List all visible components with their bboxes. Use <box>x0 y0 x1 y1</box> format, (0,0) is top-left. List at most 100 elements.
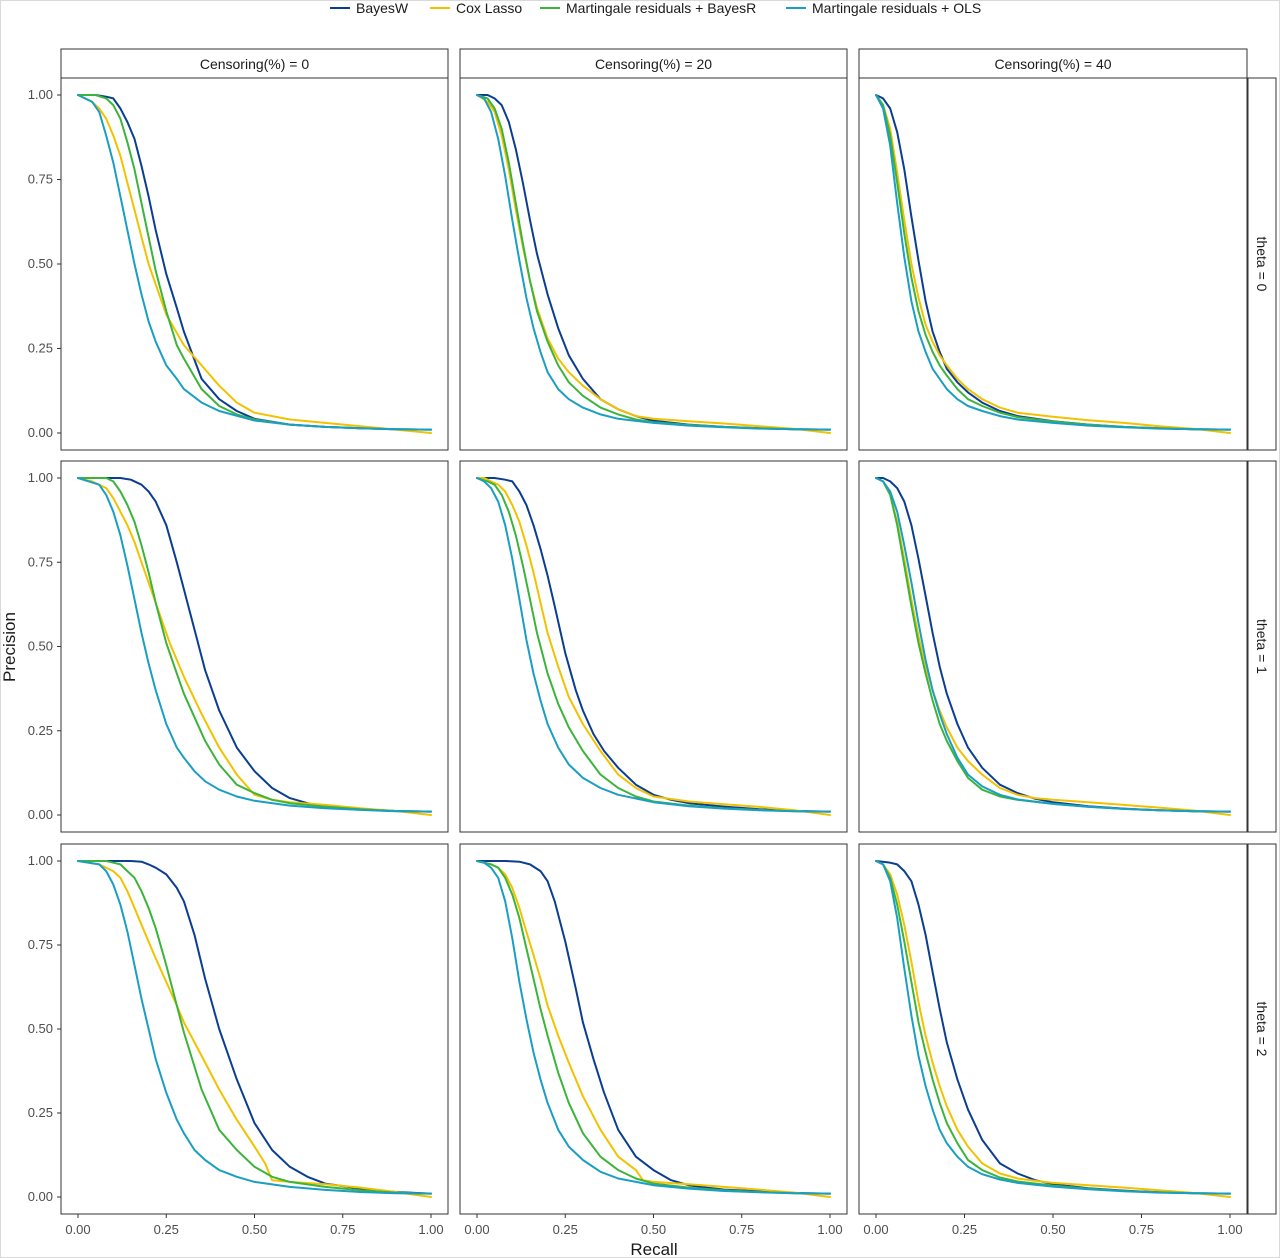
x-tick-label: 0.00 <box>65 1222 90 1237</box>
column-strip-label: Censoring(%) = 20 <box>595 56 712 72</box>
series-line <box>476 860 831 1195</box>
row-strip: theta = 1 <box>1247 460 1277 833</box>
panel-background <box>858 77 1248 451</box>
series-line <box>875 860 1231 1195</box>
x-tick-label: 0.25 <box>553 1222 578 1237</box>
facet-panel <box>459 460 848 833</box>
y-tick-label: 0.75 <box>28 554 53 569</box>
column-strip: Censoring(%) = 20 <box>459 48 848 79</box>
row-strip: theta = 2 <box>1247 843 1277 1215</box>
series-line <box>875 94 1231 431</box>
legend-label: Martingale residuals + OLS <box>812 0 981 16</box>
x-tick-label: 0.50 <box>1040 1222 1065 1237</box>
panel-background <box>459 843 848 1215</box>
series-line <box>476 860 831 1198</box>
y-tick-label: 0.50 <box>28 639 53 654</box>
legend-item: Martingale residuals + OLS <box>786 0 981 16</box>
facet-panel <box>858 460 1248 833</box>
series-line <box>875 860 1231 1198</box>
series-line <box>476 94 831 434</box>
row-strip-label: theta = 1 <box>1254 619 1270 674</box>
column-strip-background <box>459 48 848 79</box>
facet-panel <box>60 77 449 451</box>
facet-panel <box>459 77 848 451</box>
series-line <box>77 477 432 813</box>
row-strip: theta = 0 <box>1247 77 1277 451</box>
row-facet-strips: theta = 0 theta = 1 theta = 2 <box>1247 77 1277 1215</box>
x-tick-label: 0.25 <box>154 1222 179 1237</box>
legend-label: Martingale residuals + BayesR <box>566 0 756 16</box>
column-strip-background <box>858 48 1248 79</box>
series-line <box>77 94 432 434</box>
y-tick-label: 0.25 <box>28 341 53 356</box>
x-tick-label: 0.50 <box>641 1222 666 1237</box>
facet-panel <box>858 77 1248 451</box>
series-line <box>476 477 831 813</box>
x-tick-label: 0.00 <box>464 1222 489 1237</box>
x-tick-label: 0.00 <box>863 1222 888 1237</box>
x-tick-label: 0.75 <box>729 1222 754 1237</box>
series-line <box>77 860 432 1195</box>
legend: BayesW Cox Lasso Martingale residuals + Ba… <box>330 0 981 16</box>
series-line <box>77 94 432 431</box>
row-strip-label: theta = 2 <box>1254 1002 1270 1057</box>
y-tick-label: 0.25 <box>28 723 53 738</box>
series-line <box>875 94 1231 434</box>
row-strip-background <box>1247 843 1277 1215</box>
column-strip-background <box>60 48 449 79</box>
column-strip-label: Censoring(%) = 40 <box>994 56 1111 72</box>
x-tick-label: 1.00 <box>1217 1222 1242 1237</box>
panel-background <box>60 460 449 833</box>
column-facet-strips: Censoring(%) = 0 Censoring(%) = 20 Censori… <box>60 48 1248 79</box>
column-strip: Censoring(%) = 0 <box>60 48 449 79</box>
facet-panel <box>60 460 449 833</box>
y-tick-label: 0.00 <box>28 1189 53 1204</box>
axes: 0.00 0.25 0.50 0.75 1.00 0.00 0.25 0.50 0.75 1.00… <box>28 87 1243 1237</box>
y-tick-label: 0.50 <box>28 256 53 271</box>
y-tick-label: 0.00 <box>28 807 53 822</box>
series-line <box>476 860 831 1195</box>
y-tick-label: 1.00 <box>28 853 53 868</box>
series-line <box>77 477 432 813</box>
x-tick-label: 0.75 <box>1129 1222 1154 1237</box>
series-line <box>77 860 432 1195</box>
x-axis-title: Recall <box>630 1240 677 1258</box>
panel-grid <box>60 77 1248 1215</box>
series-line <box>476 477 831 816</box>
series-line <box>476 477 831 813</box>
y-tick-label: 0.50 <box>28 1021 53 1036</box>
panel-background <box>459 460 848 833</box>
row-strip-background <box>1247 460 1277 833</box>
x-tick-label: 0.50 <box>242 1222 267 1237</box>
column-strip: Censoring(%) = 40 <box>858 48 1248 79</box>
y-tick-label: 0.25 <box>28 1105 53 1120</box>
y-tick-label: 0.00 <box>28 425 53 440</box>
legend-item: BayesW <box>330 0 409 16</box>
y-tick-label: 1.00 <box>28 470 53 485</box>
series-line <box>476 94 831 431</box>
legend-label: Cox Lasso <box>456 0 522 16</box>
series-line <box>77 860 432 1195</box>
legend-item: Cox Lasso <box>430 0 522 16</box>
y-tick-label: 0.75 <box>28 937 53 952</box>
row-strip-label: theta = 0 <box>1254 237 1270 292</box>
legend-item: Martingale residuals + BayesR <box>540 0 756 16</box>
x-tick-label: 0.25 <box>952 1222 977 1237</box>
x-tick-label: 1.00 <box>817 1222 842 1237</box>
x-tick-label: 0.75 <box>330 1222 355 1237</box>
panel-background <box>858 460 1248 833</box>
facet-panel <box>858 843 1248 1215</box>
series-line <box>77 477 432 816</box>
legend-label: BayesW <box>356 0 409 16</box>
panel-background <box>60 77 449 451</box>
x-tick-label: 1.00 <box>418 1222 443 1237</box>
series-line <box>875 477 1231 813</box>
panel-background <box>459 77 848 451</box>
y-tick-label: 1.00 <box>28 87 53 102</box>
facet-panel <box>459 843 848 1215</box>
column-strip-label: Censoring(%) = 0 <box>200 56 310 72</box>
facet-panel <box>60 843 449 1215</box>
y-axis-title: Precision <box>0 612 19 682</box>
y-tick-label: 0.75 <box>28 172 53 187</box>
